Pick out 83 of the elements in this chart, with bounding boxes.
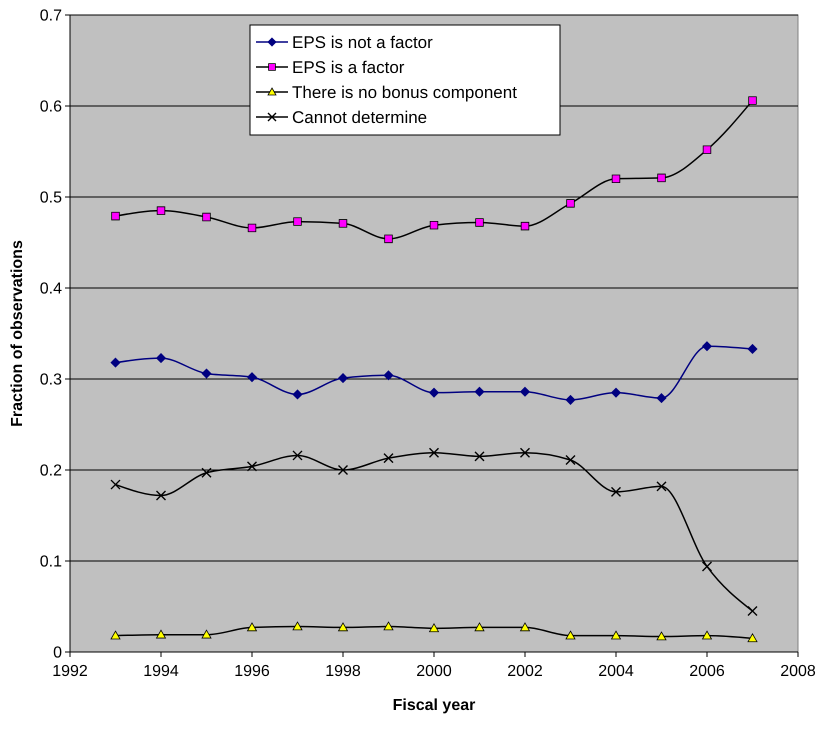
x-tick-label: 2000 (416, 663, 452, 680)
y-tick-label: 0.1 (40, 554, 62, 571)
point (612, 174, 620, 184)
point (702, 145, 712, 154)
point (110, 479, 121, 490)
legend-label: Cannot determine (292, 108, 428, 127)
point (247, 622, 257, 632)
point (292, 390, 302, 400)
point (702, 561, 712, 572)
point (383, 452, 394, 464)
x-tick-label: 1996 (234, 663, 270, 680)
x-axis-title: Fiscal year (392, 697, 476, 714)
point (520, 448, 530, 458)
point (611, 630, 621, 640)
legend-label: EPS is a factor (292, 58, 405, 77)
point (338, 373, 348, 383)
point (748, 96, 757, 105)
point (428, 448, 440, 458)
point (156, 630, 166, 638)
point (565, 454, 576, 466)
point (429, 388, 439, 398)
x-tick-label: 1998 (325, 663, 361, 680)
point (247, 372, 257, 382)
point (338, 219, 348, 228)
point (474, 622, 484, 632)
point (384, 234, 393, 244)
legend-label: There is no bonus component (292, 82, 518, 102)
point (202, 368, 212, 378)
point (611, 388, 621, 398)
point (292, 450, 303, 461)
point (156, 353, 166, 363)
y-tick-label: 0.5 (40, 190, 62, 207)
y-tick-label: 0 (53, 644, 62, 662)
point (748, 344, 758, 354)
point (657, 174, 666, 182)
point (156, 490, 166, 501)
point (474, 386, 484, 397)
y-tick-label: 0.3 (40, 372, 62, 389)
point (566, 630, 576, 640)
point (520, 386, 530, 397)
point (475, 218, 484, 227)
x-tick-label: 2006 (689, 663, 725, 680)
point (702, 341, 712, 352)
y-tick-label: 0.4 (40, 280, 62, 298)
x-tick-label: 2004 (598, 663, 634, 680)
point (248, 224, 256, 232)
point (246, 461, 258, 472)
point (202, 630, 212, 638)
point (338, 464, 348, 476)
point (430, 220, 438, 230)
point (474, 451, 485, 462)
x-tick-label: 1994 (143, 663, 179, 680)
point (429, 623, 439, 632)
point (520, 622, 530, 632)
point (202, 212, 211, 222)
point (748, 633, 758, 642)
point (520, 222, 530, 230)
y-tick-label: 0.6 (40, 98, 62, 116)
point (338, 622, 348, 632)
point (610, 486, 622, 498)
point (656, 481, 667, 492)
point (702, 630, 712, 640)
point (110, 630, 120, 640)
point (293, 217, 302, 226)
point (110, 358, 120, 368)
point (292, 622, 302, 630)
point (566, 395, 576, 405)
point (201, 468, 212, 478)
x-tick-label: 2008 (780, 663, 816, 680)
point (566, 199, 575, 208)
point (384, 622, 394, 630)
y-tick-label: 0.2 (40, 462, 62, 480)
legend-label: EPS is not a factor (292, 32, 434, 52)
point (656, 393, 666, 404)
x-tick-label: 1992 (52, 663, 88, 680)
point (747, 606, 758, 616)
point (384, 370, 394, 380)
y-axis-title: Fraction of observations (9, 240, 26, 427)
x-tick-label: 2002 (507, 663, 543, 680)
point (111, 212, 120, 220)
point (656, 632, 666, 640)
y-tick-label: 0.7 (40, 8, 62, 25)
point (156, 206, 166, 215)
